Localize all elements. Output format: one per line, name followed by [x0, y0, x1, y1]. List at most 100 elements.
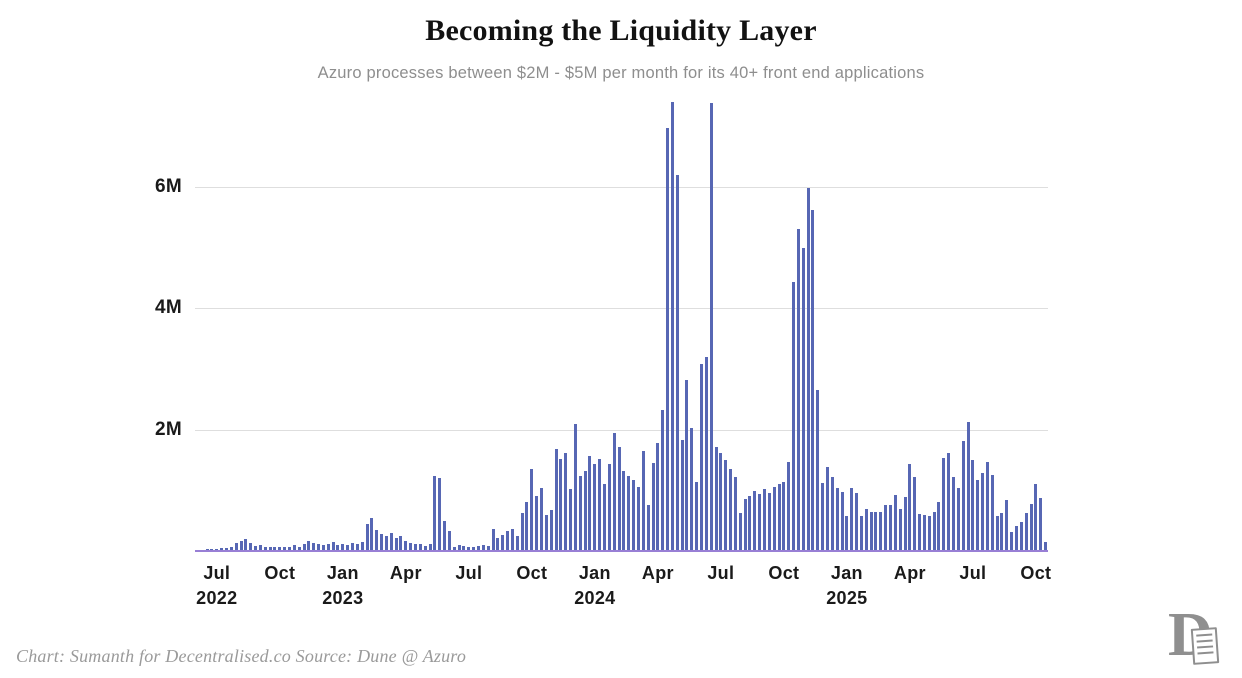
bar	[801, 248, 805, 551]
bar	[573, 424, 577, 551]
bar	[918, 513, 922, 551]
bar	[753, 490, 757, 551]
bar	[699, 364, 703, 551]
bar	[394, 537, 398, 551]
bar	[748, 495, 752, 551]
x-tick-label: Jul	[707, 563, 735, 583]
bar	[845, 516, 849, 551]
bar	[1010, 532, 1014, 551]
y-tick-label: 2M	[155, 418, 182, 440]
baseline-axis	[195, 550, 1048, 552]
bar	[951, 476, 955, 551]
bar	[850, 488, 854, 551]
bar	[937, 501, 941, 551]
bar	[583, 470, 587, 551]
bar	[729, 469, 733, 551]
bar	[588, 455, 592, 551]
bar	[956, 488, 960, 551]
bar	[472, 547, 476, 551]
bar	[365, 523, 369, 551]
bar	[351, 542, 354, 551]
bar	[467, 547, 471, 551]
bar	[428, 543, 432, 551]
x-tick-label: Jul	[455, 563, 483, 583]
bar	[932, 512, 936, 551]
bar	[666, 127, 670, 551]
bar	[220, 547, 224, 551]
bar	[452, 547, 456, 551]
bar	[423, 545, 427, 551]
bar	[1019, 522, 1023, 551]
bar	[981, 473, 985, 551]
bar	[258, 544, 262, 551]
credit-line: Chart: Sumanth for Decentralised.co Sour…	[16, 646, 467, 666]
bar	[898, 509, 902, 551]
bar	[612, 433, 616, 551]
bar	[1014, 525, 1018, 551]
bar	[486, 546, 490, 551]
bar	[215, 548, 219, 551]
decentralised-logo-icon: D	[1168, 601, 1230, 670]
bar	[685, 380, 689, 551]
y-tick-label: 6M	[155, 175, 182, 197]
bar	[1044, 541, 1048, 551]
bar	[656, 442, 660, 551]
x-tick-label: Jan 2025	[826, 563, 868, 608]
bar	[719, 453, 723, 551]
bar	[477, 546, 481, 551]
bar	[302, 544, 306, 551]
bar	[767, 492, 771, 551]
bar	[1000, 512, 1004, 551]
bar	[273, 547, 277, 551]
bar	[292, 544, 296, 551]
x-tick-label: Oct	[264, 563, 296, 583]
x-tick-label: Oct	[1020, 563, 1052, 583]
bar	[908, 463, 912, 551]
bar	[234, 543, 238, 551]
bar	[622, 471, 626, 551]
bar	[380, 534, 384, 551]
bar	[1005, 500, 1009, 551]
bar	[990, 475, 994, 551]
bar	[830, 476, 834, 551]
bar	[855, 493, 859, 551]
bar	[835, 488, 839, 551]
bar	[360, 541, 364, 551]
chart-title: Becoming the Liquidity Layer	[425, 14, 817, 47]
bar	[670, 101, 674, 551]
bar	[695, 481, 699, 551]
bar	[971, 459, 975, 551]
bar	[346, 544, 350, 551]
bar	[966, 421, 970, 551]
bar	[884, 505, 888, 551]
bar	[341, 543, 345, 551]
bar	[297, 546, 301, 551]
chart-subtitle: Azuro processes between $2M - $5M per mo…	[317, 64, 925, 82]
bar	[733, 476, 737, 551]
bar	[641, 451, 645, 551]
bar	[859, 515, 863, 551]
bar	[636, 486, 640, 551]
gridline	[195, 429, 1048, 431]
bar	[1024, 513, 1028, 551]
bar	[447, 530, 451, 551]
bar	[603, 484, 607, 551]
bar	[942, 458, 946, 551]
bar	[249, 543, 253, 551]
bar	[496, 537, 500, 551]
bar	[244, 539, 248, 551]
bar	[564, 452, 568, 551]
bar	[268, 546, 272, 551]
bar	[922, 515, 926, 551]
bar	[821, 483, 825, 551]
bar	[840, 491, 844, 551]
bar	[331, 541, 335, 551]
bar	[961, 441, 965, 551]
x-tick-label: Oct	[516, 563, 548, 583]
bar	[540, 487, 544, 551]
bar	[317, 543, 321, 551]
bar	[690, 427, 694, 551]
bar	[506, 530, 510, 551]
bar	[680, 439, 684, 551]
